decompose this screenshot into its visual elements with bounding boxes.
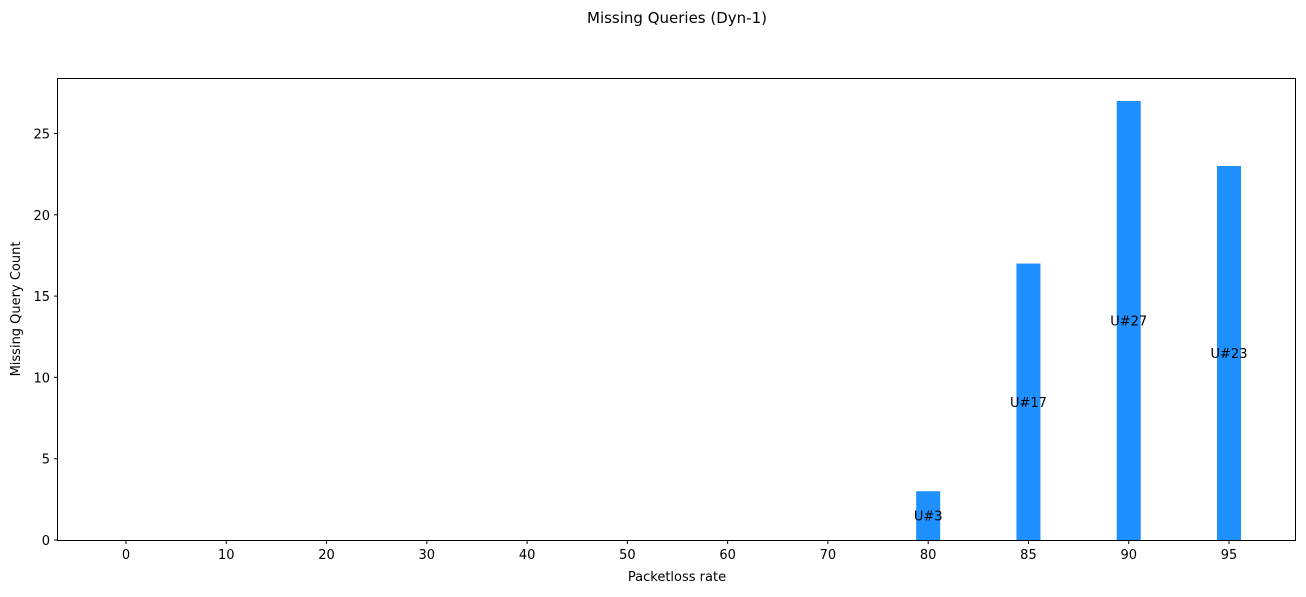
bar-label-85: U#17 — [1010, 396, 1047, 411]
x-tick-label-50: 50 — [619, 548, 636, 563]
y-tick-label-15: 15 — [33, 290, 50, 305]
bar-85 — [1016, 263, 1041, 540]
x-axis-title: Packetloss rate — [628, 570, 726, 585]
x-tick-label-20: 20 — [318, 548, 335, 563]
chart-title: Missing Queries (Dyn-1) — [587, 9, 767, 27]
y-tick-label-20: 20 — [33, 209, 50, 224]
bar-80 — [916, 491, 941, 540]
bar-95 — [1217, 165, 1241, 541]
x-tick-label-60: 60 — [719, 548, 736, 563]
y-tick-label-25: 25 — [33, 127, 50, 142]
bar-labels-layer: U#3 U#17 U#27 U#23 — [914, 314, 1248, 524]
x-tick-label-10: 10 — [218, 548, 235, 563]
x-tick-label-30: 30 — [419, 548, 436, 563]
x-tick-label-80: 80 — [920, 548, 937, 563]
y-tick-label-0: 0 — [42, 534, 50, 549]
plot-area — [57, 78, 1296, 541]
bar-label-95: U#23 — [1211, 347, 1248, 362]
x-tick-label-85: 85 — [1020, 548, 1037, 563]
y-tick-label-10: 10 — [33, 371, 50, 386]
bar-label-80: U#3 — [914, 510, 943, 525]
y-tick-label-5: 5 — [42, 453, 50, 468]
y-axis-ticks: 0 5 10 15 20 25 — [33, 127, 58, 549]
bar-label-90: U#27 — [1110, 314, 1147, 329]
bar-90 — [1116, 100, 1141, 540]
x-axis-ticks: 0 10 20 30 40 50 60 70 80 85 90 95 — [122, 540, 1237, 563]
x-tick-label-0: 0 — [122, 548, 130, 563]
x-tick-label-95: 95 — [1221, 548, 1238, 563]
x-tick-label-70: 70 — [820, 548, 837, 563]
y-axis-title: Missing Query Count — [9, 242, 24, 377]
x-tick-label-90: 90 — [1120, 548, 1137, 563]
x-tick-label-40: 40 — [519, 548, 536, 563]
bars-layer — [916, 100, 1241, 541]
